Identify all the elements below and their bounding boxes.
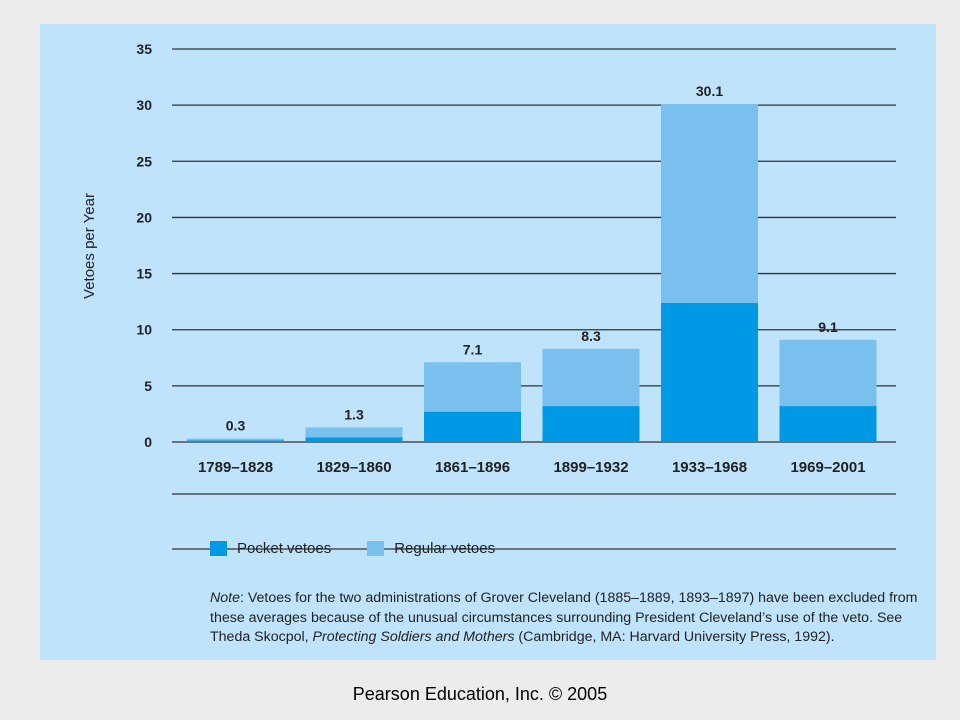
note-text-1: : Vetoes for the two administrations of … bbox=[210, 590, 918, 645]
y-tick-label: 35 bbox=[136, 41, 152, 57]
bar-total-label: 30.1 bbox=[696, 83, 723, 99]
y-tick-label: 15 bbox=[136, 266, 152, 282]
y-tick-label: 20 bbox=[136, 209, 152, 225]
x-tick-label: 1969–2001 bbox=[790, 459, 865, 476]
y-tick-label: 25 bbox=[136, 153, 152, 169]
bar-regular-vetoes bbox=[424, 362, 521, 412]
x-tick-label: 1829–1860 bbox=[316, 459, 391, 476]
y-axis-title: Vetoes per Year bbox=[81, 193, 98, 299]
bar-pocket-vetoes bbox=[424, 411, 521, 442]
veto-chart: 0 5 10 15 20 25 30 35 Vetoes per Year 0.3 1789–182… bbox=[81, 41, 896, 550]
note-text-2: (Cambridge, MA: Harvard University Press… bbox=[514, 629, 835, 645]
bar-pocket-vetoes bbox=[779, 406, 877, 442]
x-tick-label: 1933–1968 bbox=[672, 459, 747, 476]
copyright-footer: Pearson Education, Inc. © 2005 bbox=[352, 684, 608, 704]
legend-swatch-regular bbox=[367, 540, 385, 556]
chart-note: Note: Vetoes for the two administrations… bbox=[210, 589, 940, 648]
bar-total-label: 1.3 bbox=[344, 406, 364, 422]
x-tick-label: 1861–1896 bbox=[435, 459, 510, 476]
y-tick-label: 5 bbox=[144, 378, 152, 394]
y-tick-label: 30 bbox=[136, 97, 152, 113]
legend-label-regular: Regular vetoes bbox=[394, 539, 496, 557]
bar-pocket-vetoes bbox=[305, 437, 403, 442]
y-tick-label: 0 bbox=[144, 434, 152, 450]
x-tick-label: 1789–1828 bbox=[198, 459, 273, 476]
bar-total-label: 7.1 bbox=[463, 341, 483, 357]
bar-total-label: 0.3 bbox=[226, 418, 246, 434]
bar-regular-vetoes bbox=[187, 438, 284, 441]
legend: Pocket vetoes Regular vetoes bbox=[210, 537, 495, 559]
bar-regular-vetoes bbox=[542, 348, 640, 407]
bar-pocket-vetoes bbox=[661, 302, 758, 442]
bar-regular-vetoes bbox=[305, 427, 403, 438]
note-label: Note bbox=[210, 590, 240, 606]
legend-item-pocket: Pocket vetoes bbox=[210, 540, 331, 557]
y-tick-label: 10 bbox=[136, 322, 152, 338]
bar-regular-vetoes bbox=[661, 104, 758, 303]
chart-panel: 0 5 10 15 20 25 30 35 Vetoes per Year 0.3 1789–182… bbox=[40, 24, 936, 660]
bar-pocket-vetoes bbox=[542, 406, 640, 442]
legend-item-regular: Regular vetoes bbox=[367, 540, 495, 557]
note-book-title: Protecting Soldiers and Mothers bbox=[312, 629, 515, 645]
bar-total-label: 9.1 bbox=[818, 319, 838, 335]
bar-regular-vetoes bbox=[779, 339, 877, 407]
bar-total-label: 8.3 bbox=[581, 328, 601, 344]
bar-pocket-vetoes bbox=[187, 440, 284, 442]
legend-swatch-pocket bbox=[210, 540, 227, 556]
legend-label-pocket: Pocket vetoes bbox=[237, 539, 332, 557]
x-tick-label: 1899–1932 bbox=[553, 459, 628, 476]
